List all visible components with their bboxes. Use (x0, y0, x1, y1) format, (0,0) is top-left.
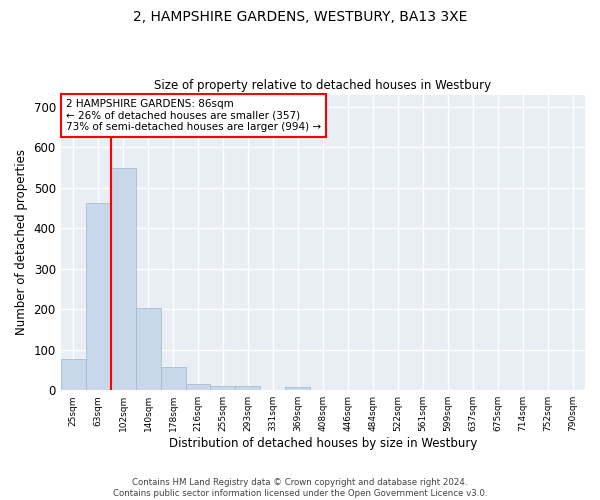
Text: 2, HAMPSHIRE GARDENS, WESTBURY, BA13 3XE: 2, HAMPSHIRE GARDENS, WESTBURY, BA13 3XE (133, 10, 467, 24)
Y-axis label: Number of detached properties: Number of detached properties (15, 150, 28, 336)
Title: Size of property relative to detached houses in Westbury: Size of property relative to detached ho… (154, 79, 491, 92)
Bar (61, 358, 86, 390)
Bar (110, 168, 136, 390)
Bar (185, 384, 211, 390)
Bar (86, 203, 110, 390)
Bar (235, 386, 260, 390)
Text: Contains HM Land Registry data © Crown copyright and database right 2024.
Contai: Contains HM Land Registry data © Crown c… (113, 478, 487, 498)
Text: 2 HAMPSHIRE GARDENS: 86sqm
← 26% of detached houses are smaller (357)
73% of sem: 2 HAMPSHIRE GARDENS: 86sqm ← 26% of deta… (66, 99, 321, 132)
Bar (161, 367, 185, 390)
X-axis label: Distribution of detached houses by size in Westbury: Distribution of detached houses by size … (169, 437, 477, 450)
Bar (211, 386, 235, 390)
Bar (136, 308, 161, 390)
Bar (286, 387, 310, 390)
